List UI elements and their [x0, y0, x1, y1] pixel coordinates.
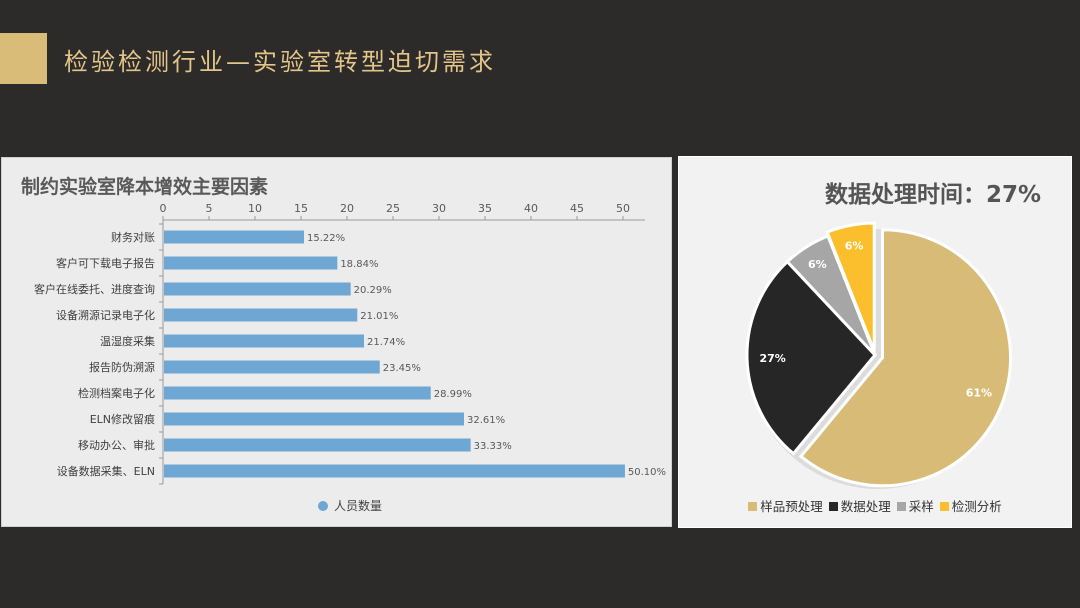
- pie-slice: [745, 259, 877, 456]
- pie-legend-swatch: [748, 502, 758, 511]
- pie-legend-swatch: [828, 502, 838, 511]
- bar-category-label: ELN修改留痕: [90, 412, 155, 426]
- bar-category-label: 客户可下载电子报告: [56, 256, 155, 270]
- pie-slice: [825, 221, 876, 352]
- bar-category-label: 客户在线委托、进度查询: [34, 282, 155, 296]
- pie-value-label: 61%: [966, 386, 992, 399]
- bar-chart-title: 制约实验室降本增效主要因素: [21, 176, 269, 198]
- bar-x-tick-label: 15: [294, 202, 308, 215]
- title-accent-block: [0, 33, 47, 84]
- pie-legend-item: 检测分析: [939, 496, 1002, 515]
- bar-x-tick-label: 20: [340, 202, 354, 215]
- bar-x-tick-label: 5: [206, 202, 213, 215]
- pie-legend-item: 样品预处理: [748, 496, 823, 515]
- bar-category-label: 报告防伪溯源: [89, 360, 155, 374]
- bar-value-label: 23.45%: [383, 363, 421, 374]
- pie-legend-label: 样品预处理: [760, 499, 823, 514]
- pie-legend-swatch: [939, 502, 949, 511]
- bar: [164, 256, 338, 270]
- bar-value-label: 20.29%: [354, 285, 392, 296]
- pie-slice: [798, 228, 1013, 488]
- bar: [164, 360, 380, 374]
- pie-legend-label: 检测分析: [951, 499, 1002, 514]
- bar-value-label: 21.01%: [360, 311, 398, 322]
- pie-legend: 样品预处理 数据处理 采样 检测分析: [679, 496, 1071, 515]
- bar-legend: 人员数量: [318, 497, 382, 514]
- pie-value-label: 6%: [808, 258, 827, 271]
- bar-value-label: 28.99%: [434, 389, 472, 400]
- bar: [164, 334, 365, 348]
- bar-legend-label: 人员数量: [334, 499, 383, 513]
- bar-value-label: 21.74%: [367, 337, 405, 348]
- bar-x-tick-label: 35: [478, 202, 492, 215]
- bar-x-tick-label: 50: [616, 202, 630, 215]
- bar-value-label: 33.33%: [474, 441, 512, 452]
- bar: [164, 464, 625, 478]
- bar-category-label: 设备数据采集、ELN: [57, 464, 155, 478]
- bar-value-label: 15.22%: [307, 233, 345, 244]
- slide-title: 检验检测行业—实验室转型迫切需求: [64, 48, 496, 76]
- bar-value-label: 18.84%: [340, 259, 378, 270]
- pie-chart-panel: 数据处理时间：27% 61% 27% 6% 6% 样品预处理 数据处理 采样 检测分析: [678, 156, 1072, 528]
- bar: [164, 386, 431, 400]
- bar-x-tick-label: 45: [570, 202, 584, 215]
- bar-x-tick-label: 10: [248, 202, 262, 215]
- bar: [164, 412, 465, 426]
- bar-value-label: 50.10%: [628, 467, 666, 478]
- bar: [164, 282, 351, 296]
- pie-legend-label: 数据处理: [840, 499, 891, 514]
- bar-category-label: 设备溯源记录电子化: [56, 308, 155, 322]
- bar: [164, 230, 305, 244]
- pie-legend-swatch: [896, 502, 906, 511]
- bar-category-label: 财务对账: [111, 230, 155, 244]
- bar-category-label: 检测档案电子化: [78, 386, 155, 400]
- pie-value-label: 27%: [759, 352, 785, 365]
- bar-category-label: 移动办公、审批: [78, 438, 155, 452]
- bar-x-tick-label: 30: [432, 202, 446, 215]
- bar-chart: 0 5 10 15 20 25 30 35 40 45 50 财务对账 15.22% 客户可下载电子报告 1…: [34, 202, 666, 485]
- bar-x-tick-label: 25: [386, 202, 400, 215]
- bar-value-label: 32.61%: [467, 415, 505, 426]
- bar-legend-marker: [318, 501, 328, 511]
- pie-chart: 61% 27% 6% 6%: [745, 221, 1013, 489]
- bar-chart-panel: 制约实验室降本增效主要因素 0 5 10 15 20 25 30 35 40 45 50 财务对账 15…: [1, 157, 672, 527]
- bar-x-tick-label: 40: [524, 202, 538, 215]
- bar: [164, 308, 358, 322]
- pie-value-label: 6%: [845, 239, 864, 252]
- bar-x-tick-label: 0: [160, 202, 167, 215]
- pie-legend-item: 采样: [896, 496, 934, 515]
- pie-legend-label: 采样: [908, 499, 934, 514]
- bar: [164, 438, 471, 452]
- bar-category-label: 温湿度采集: [100, 334, 155, 348]
- pie-legend-item: 数据处理: [828, 496, 891, 515]
- pie-chart-title: 数据处理时间：27%: [824, 182, 1041, 208]
